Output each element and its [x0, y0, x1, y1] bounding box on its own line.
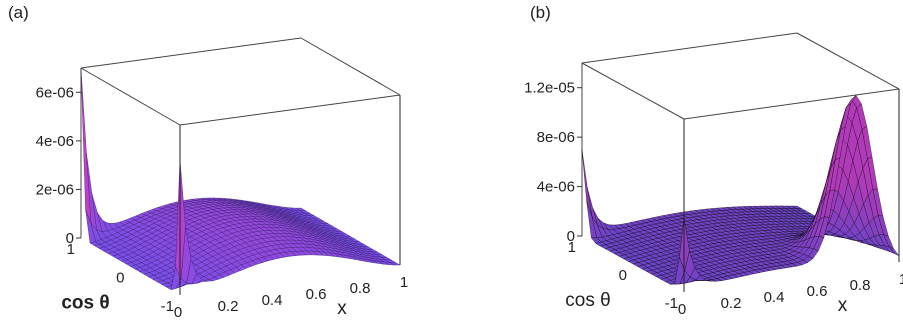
surface-cell [80, 67, 92, 224]
box-edge [581, 62, 685, 120]
panel-label: (a) [8, 3, 29, 22]
box-edge [300, 37, 401, 96]
chart-panel-a: 0 2e-06 4e-06 6e-06 0 0.2 0.4 0.6 0.8 1 1 0 -1 x cos θ… [0, 0, 451, 330]
box-edge [683, 88, 900, 120]
z-tick-label: 2e-06 [36, 181, 74, 198]
box-edge [796, 32, 900, 90]
z-tick-label: 4e-06 [36, 133, 74, 150]
y-axis-label: cos θ [61, 293, 109, 314]
box-edge [80, 37, 302, 69]
z-tick-label: 0 [567, 228, 575, 245]
x-axis-label: x [838, 295, 848, 316]
x-tick-label: 0.4 [262, 292, 283, 309]
x-tick-label: 0.2 [218, 298, 239, 315]
x-tick-label: 0.8 [350, 280, 371, 297]
z-tick-label: 4e-06 [537, 179, 575, 196]
y-tick-label: 0 [116, 270, 124, 287]
y-tick-label: 1 [568, 239, 576, 256]
y-tick-label: 0 [619, 267, 627, 284]
x-tick-label: 1 [899, 271, 903, 288]
x-tick-label: 0 [678, 301, 686, 318]
z-tick-label: 6e-06 [36, 84, 74, 101]
z-tick-label: 8e-06 [537, 129, 575, 146]
surface-plot-b: 04e-068e-061.2e-0500.20.40.60.8110-1xcos… [524, 3, 903, 318]
x-tick-label: 0.2 [721, 295, 742, 312]
y-tick-label: -1 [161, 298, 174, 315]
x-tick-label: 0.6 [807, 283, 828, 300]
chart-panel-b: 04e-068e-061.2e-0500.20.40.60.8110-1xcos… [452, 0, 903, 330]
box-edge [80, 67, 181, 126]
x-tick-label: 0.6 [306, 286, 327, 303]
box-edge [581, 32, 798, 64]
x-tick-label: 0 [174, 304, 182, 321]
x-tick-label: 0.4 [764, 289, 785, 306]
y-tick-label: -1 [665, 295, 678, 312]
box-edge [179, 94, 401, 126]
surface-cell [581, 149, 593, 217]
z-tick-label: 0 [66, 230, 74, 247]
x-axis-label: x [337, 298, 347, 319]
panel-label: (b) [530, 3, 551, 22]
x-tick-label: 1 [400, 274, 408, 291]
y-tick-label: 1 [67, 241, 75, 258]
y-axis-label: cos θ [565, 290, 610, 311]
x-tick-label: 0.8 [850, 277, 871, 294]
z-tick-label: 1.2e-05 [524, 80, 575, 97]
